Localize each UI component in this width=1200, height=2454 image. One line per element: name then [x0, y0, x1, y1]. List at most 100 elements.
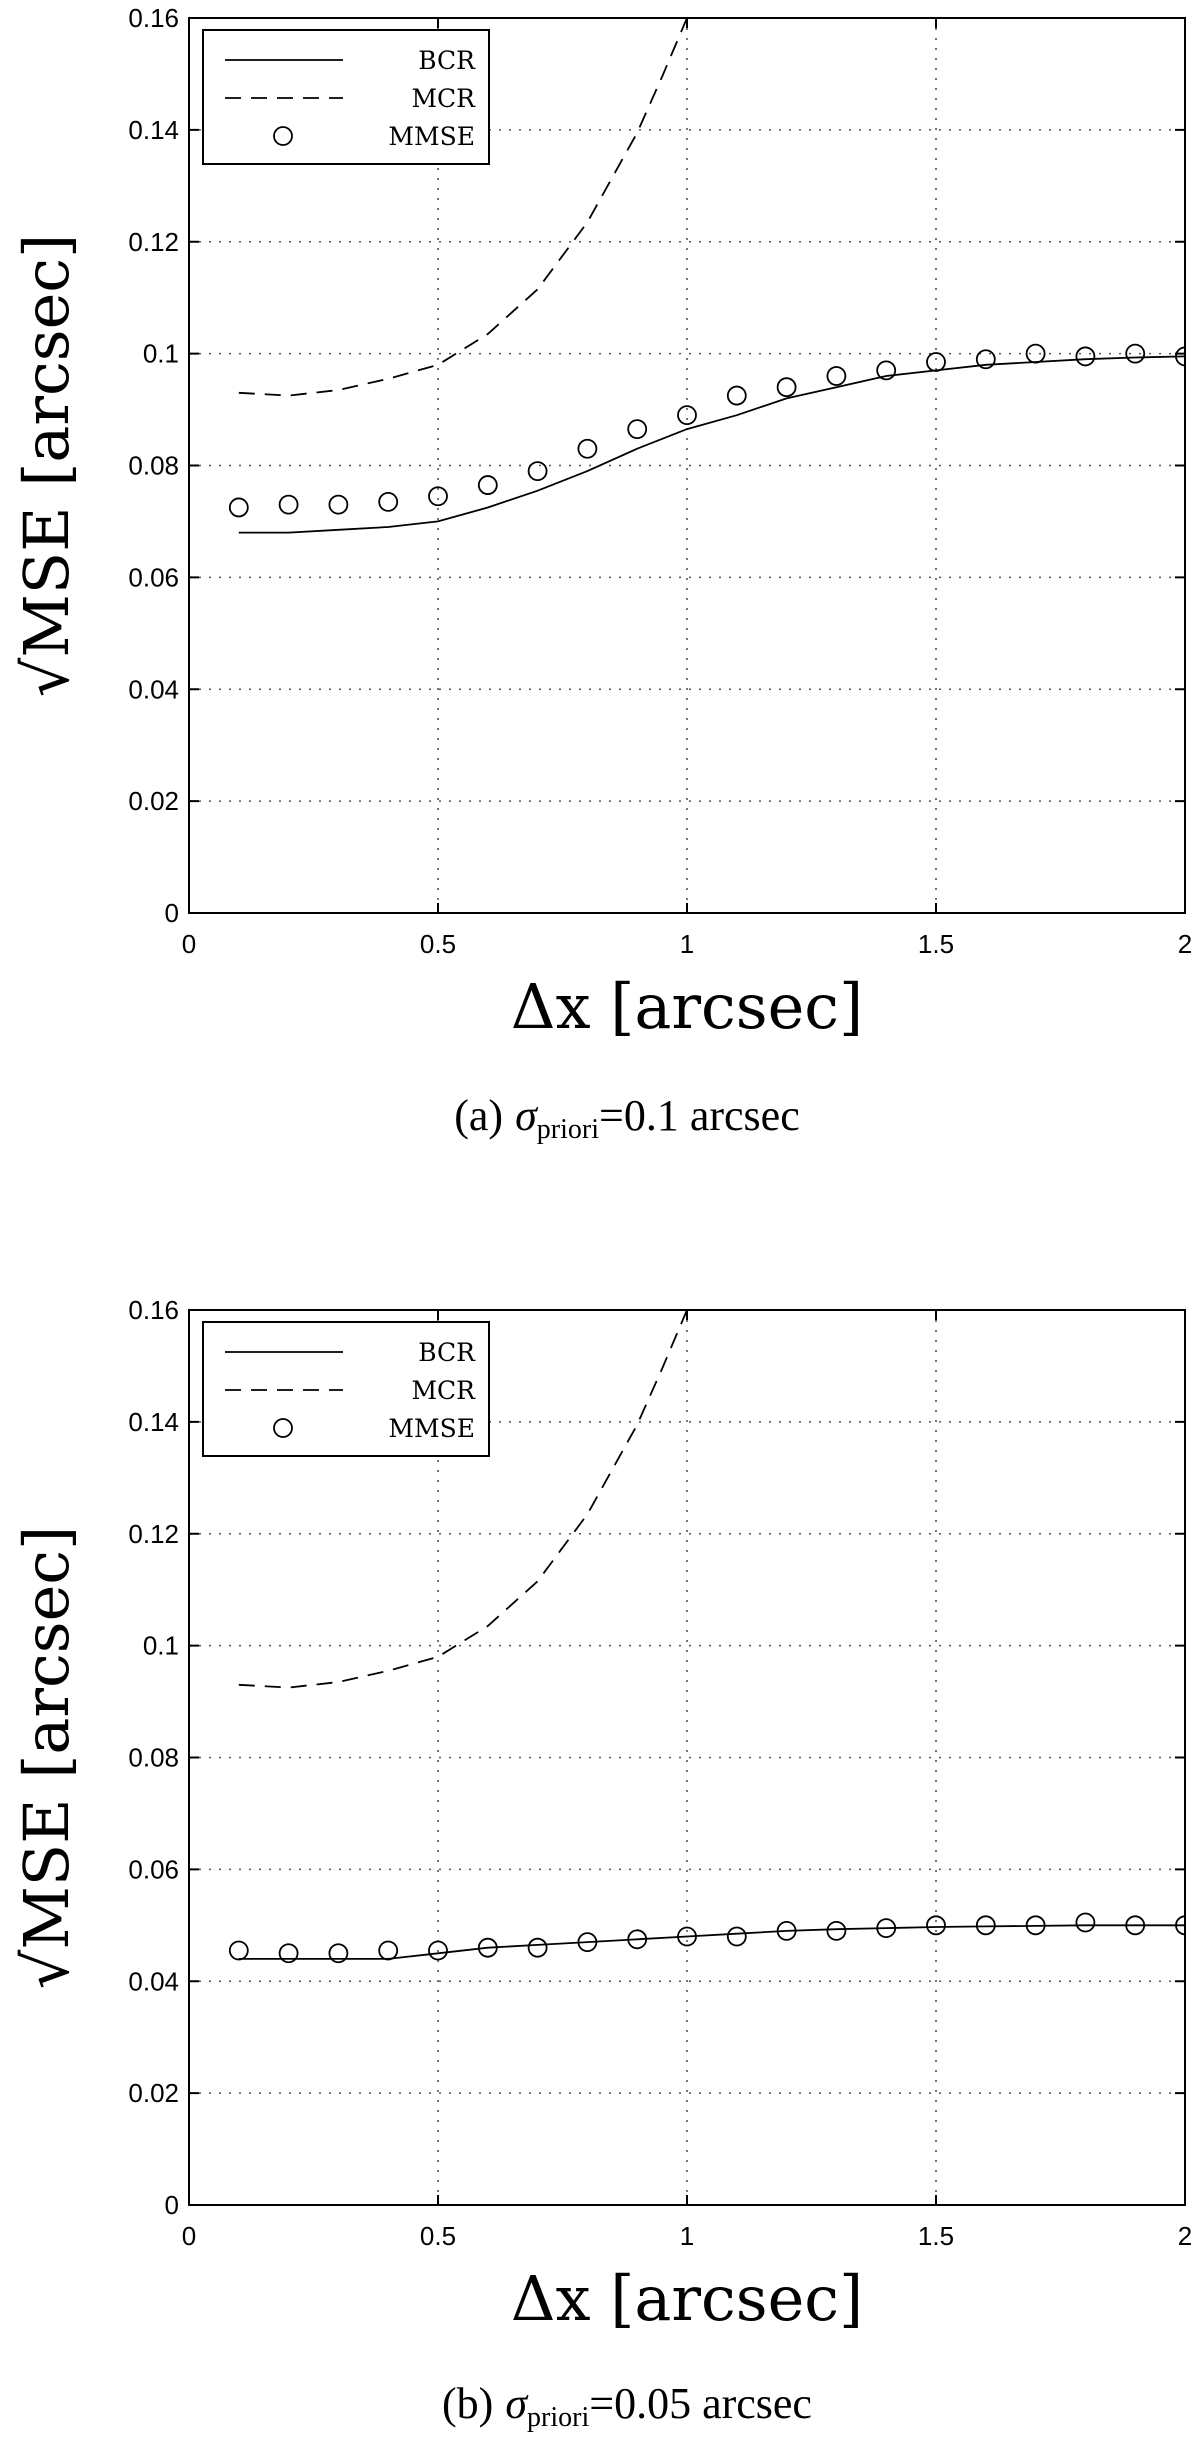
y-tick-label: 0.02: [128, 786, 179, 816]
mmse-point: [926, 1915, 946, 1936]
y-tick-label: 0.08: [128, 1743, 179, 1773]
y-tick-label: 0.04: [128, 674, 179, 704]
x-tick-label: 0.5: [420, 929, 456, 959]
mmse-point: [527, 461, 548, 481]
mmse-point: [1125, 343, 1146, 364]
legend-box: [202, 29, 490, 165]
mmse-point: [328, 494, 349, 515]
mmse-point: [278, 494, 299, 515]
mmse-point: [926, 352, 946, 372]
figure-caption: (b) σpriori=0.05 arcsec: [442, 2379, 812, 2433]
mmse-point: [428, 486, 448, 507]
mmse-point: [1025, 1915, 1046, 1936]
y-tick-label: 0.06: [128, 562, 179, 592]
caption-value: =0.1 arcsec: [599, 1091, 800, 1140]
mmse-point: [826, 1921, 847, 1941]
mmse-point: [1175, 1915, 1185, 1936]
legend-box: [202, 1321, 490, 1457]
mmse-point: [1075, 346, 1096, 367]
mmse-point: [477, 475, 498, 495]
y-tick-label: 0.1: [143, 339, 179, 369]
x-tick-label: 0: [182, 929, 196, 959]
figure-caption: (a) σpriori=0.1 arcsec: [454, 1091, 799, 1145]
mmse-point: [776, 377, 797, 398]
mmse-point: [477, 1937, 498, 1958]
legend-mcr-label: MCR: [411, 1376, 476, 1405]
mmse-point: [726, 1926, 747, 1947]
y-tick-label: 0.08: [128, 451, 179, 481]
mmse-point: [826, 366, 847, 386]
mmse-point: [378, 1940, 399, 1961]
y-tick-label: 0.02: [128, 2078, 179, 2108]
y-tick-label: 0.16: [128, 1295, 179, 1325]
mmse-point: [876, 1918, 897, 1939]
legend-mmse-marker: [273, 126, 293, 146]
mmse-point: [328, 1943, 349, 1964]
mmse-point: [1175, 346, 1185, 367]
y-axis-label: √MSE [arcsec]: [10, 234, 83, 697]
mmse-point: [378, 491, 399, 512]
mmse-point: [278, 1943, 299, 1964]
mmse-point: [975, 1915, 996, 1936]
mmse-point: [1075, 1912, 1096, 1933]
mmse-point: [876, 360, 897, 381]
series-group: [228, 18, 1185, 534]
caption-subscript: priori: [537, 1114, 599, 1145]
mmse-point: [1125, 1915, 1146, 1936]
y-tick-label: 0.12: [128, 227, 179, 257]
mmse-point: [677, 405, 697, 426]
y-tick-label: 0: [165, 898, 179, 928]
mmse-point: [1025, 343, 1046, 364]
x-tick-label: 1.5: [918, 929, 954, 959]
x-axis-label: Δx [arcsec]: [511, 970, 863, 1043]
mmse-point: [428, 1940, 448, 1961]
chart-panel-b: 0 0.5 1 1.5 2 0 0.02 0.04 0.06 0.08 0.1 0.12 0.14 0.1…: [10, 1295, 1192, 2433]
caption-value: =0.05 arcsec: [589, 2379, 812, 2428]
y-tick-label: 0.14: [128, 115, 179, 145]
legend-mmse-label: MMSE: [388, 122, 475, 151]
legend-bcr-label: BCR: [418, 46, 476, 75]
mmse-point: [577, 438, 598, 459]
mmse-point: [975, 349, 996, 370]
sigma-symbol: σ: [505, 2379, 529, 2428]
sigma-symbol: σ: [515, 1091, 539, 1140]
caption-label: (b): [442, 2379, 493, 2428]
mmse-point: [677, 1926, 697, 1947]
legend: BCR MCR MMSE: [202, 29, 490, 165]
x-tick-label: 0.5: [420, 2221, 456, 2251]
y-tick-label: 0.06: [128, 1854, 179, 1884]
mcr-line: [238, 18, 688, 397]
x-tick-label: 1: [680, 929, 694, 959]
series-group: [228, 1310, 1185, 1964]
y-axis-label: √MSE [arcsec]: [10, 1526, 83, 1989]
x-tick-label: 2: [1178, 929, 1192, 959]
mcr-line: [238, 1310, 688, 1689]
y-tick-label: 0.04: [128, 1966, 179, 1996]
x-tick-label: 1: [680, 2221, 694, 2251]
mmse-point: [627, 419, 648, 440]
legend: BCR MCR MMSE: [202, 1321, 490, 1457]
mmse-point: [527, 1937, 548, 1958]
y-tick-label: 0.16: [128, 3, 179, 33]
mmse-point: [577, 1932, 598, 1952]
mmse-point: [627, 1929, 648, 1950]
y-tick-label: 0: [165, 2190, 179, 2220]
x-tick-label: 0: [182, 2221, 196, 2251]
legend-mmse-label: MMSE: [388, 1414, 475, 1443]
mmse-point: [776, 1921, 797, 1941]
bcr-line: [238, 355, 1185, 534]
caption-label: (a): [454, 1091, 503, 1140]
mmse-point: [228, 1940, 249, 1961]
legend-mcr-label: MCR: [411, 84, 476, 113]
mmse-point: [726, 385, 747, 406]
y-tick-label: 0.14: [128, 1407, 179, 1437]
y-tick-label: 0.12: [128, 1519, 179, 1549]
mmse-point: [228, 497, 249, 518]
legend-bcr-label: BCR: [418, 1338, 476, 1367]
legend-mmse-marker: [273, 1418, 293, 1438]
y-tick-label: 0.1: [143, 1631, 179, 1661]
x-tick-label: 1.5: [918, 2221, 954, 2251]
x-tick-label: 2: [1178, 2221, 1192, 2251]
x-axis-label: Δx [arcsec]: [511, 2262, 863, 2335]
